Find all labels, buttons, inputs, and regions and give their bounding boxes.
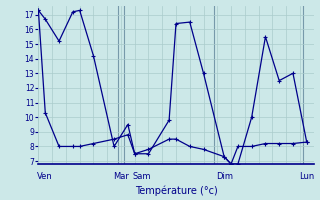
Text: Ven: Ven [37, 172, 53, 181]
Text: Sam: Sam [132, 172, 151, 181]
Text: Dim: Dim [216, 172, 233, 181]
Text: Mar: Mar [113, 172, 129, 181]
Text: Température (°c): Température (°c) [135, 186, 217, 196]
Text: Lun: Lun [299, 172, 314, 181]
